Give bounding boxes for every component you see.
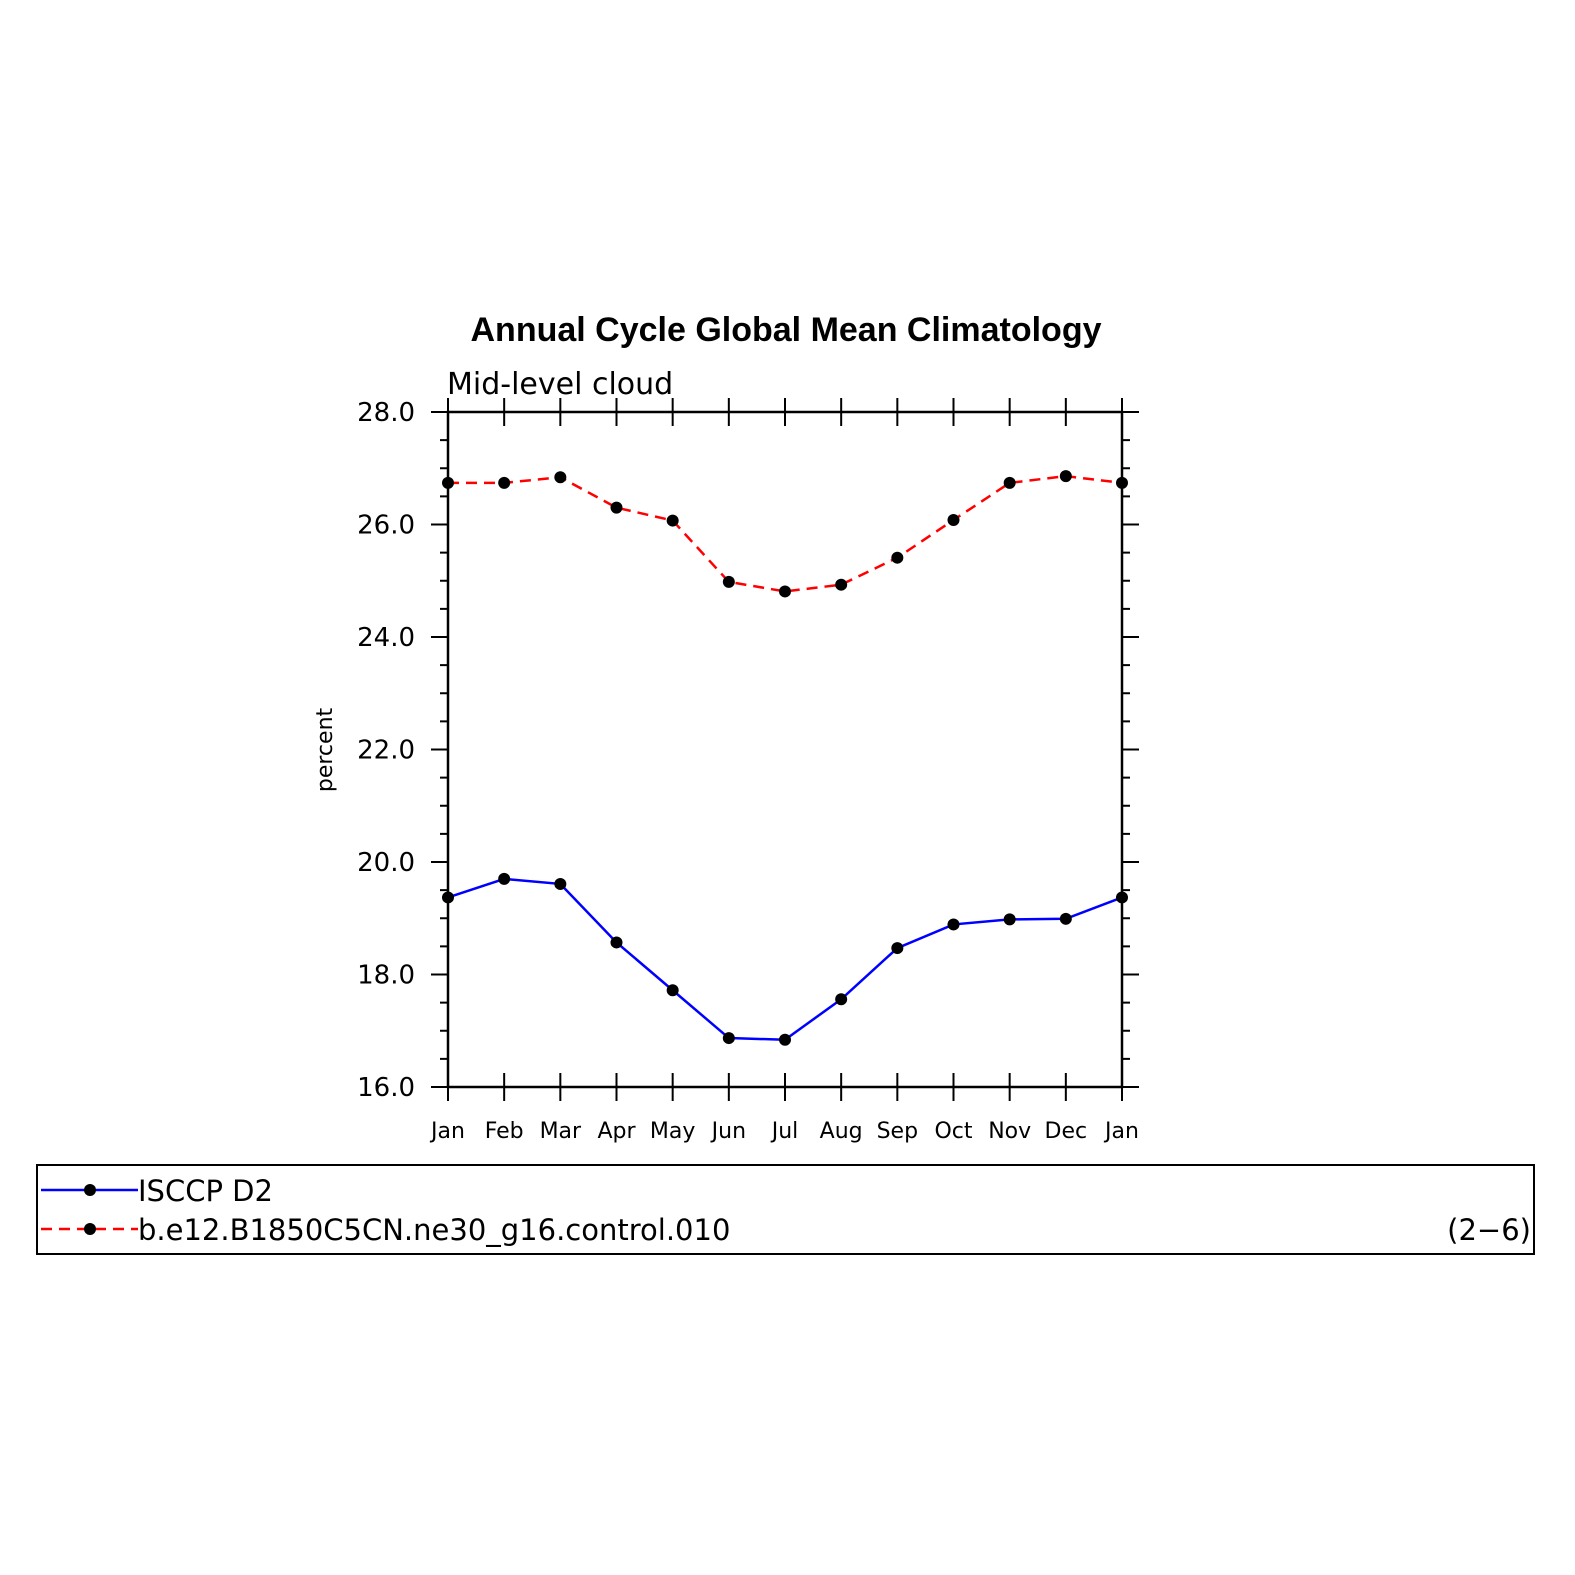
y-tick-labels: 16.0 18.0 20.0 22.0 24.0 26.0 28.0 [357,398,415,1103]
data-point [610,501,623,514]
data-point [947,918,960,931]
series-2 [442,470,1128,598]
legend-note: (2−6) [1447,1213,1531,1247]
data-point [891,942,904,955]
legend-entry-1: ISCCP D2 [41,1174,273,1208]
data-point [554,877,567,890]
series-line-1 [447,877,1123,1042]
x-tick-label: Aug [820,1119,863,1144]
legend-label-2: b.e12.B1850C5CN.ne30_g16.control.010 [138,1213,730,1247]
data-point [442,891,454,904]
data-point [1059,912,1072,925]
data-point [722,1032,735,1045]
data-point [498,476,511,489]
x-tick-label: May [650,1119,695,1144]
legend-box [36,1164,1535,1255]
y-tick-label: 16.0 [357,1073,415,1103]
data-point [610,936,623,949]
chart-title: Annual Cycle Global Mean Climatology [471,311,1102,349]
data-point [498,872,511,885]
data-point [442,476,454,489]
x-tick-labels: Jan Feb Mar Apr May Jun Jul Aug Sep Oct Nov Dec Jan [429,1119,1139,1144]
legend-entry-2: b.e12.B1850C5CN.ne30_g16.control.010 [41,1213,730,1247]
plot-axes [431,398,1139,1101]
legend: ISCCP D2 b.e12.B1850C5CN.ne30_g16.contro… [36,1164,1535,1255]
legend-marker-1 [84,1184,96,1196]
series-1 [442,872,1128,1046]
x-tick-label: Jan [1103,1119,1139,1144]
x-tick-label: Feb [485,1119,524,1144]
data-point [722,575,735,588]
legend-label-1: ISCCP D2 [138,1174,273,1208]
data-point [1059,470,1072,483]
y-axis-label: percent [313,707,338,792]
data-point [891,551,904,564]
data-point [1003,913,1016,926]
x-tick-label: Jul [770,1119,799,1144]
y-tick-label: 18.0 [357,961,415,991]
series-layer [442,470,1128,1046]
data-point [779,585,791,598]
series-line-2 [448,474,1123,593]
x-tick-label: Nov [988,1119,1031,1144]
y-tick-label: 20.0 [357,848,415,878]
x-tick-label: Sep [877,1119,918,1144]
data-point [666,984,679,997]
plot-frame [446,410,1124,1089]
x-tick-label: Jan [429,1119,465,1144]
x-tick-label: Apr [597,1119,636,1144]
data-point [947,514,960,526]
data-point [779,1033,791,1046]
data-point [835,578,848,591]
data-point [835,993,848,1006]
x-tick-label: Mar [540,1119,582,1144]
y-tick-label: 22.0 [357,736,415,766]
x-tick-label: Dec [1045,1119,1088,1144]
y-tick-label: 28.0 [357,398,415,428]
data-point [666,514,679,527]
data-point [1003,476,1016,489]
legend-marker-2 [84,1223,96,1235]
data-point [1116,476,1128,489]
x-tick-label: Oct [934,1119,972,1144]
data-point [554,471,567,484]
data-point [1116,891,1128,904]
x-tick-label: Jun [710,1119,746,1144]
y-tick-label: 26.0 [357,511,415,541]
chart-subtitle: Mid-level cloud [447,367,673,402]
y-tick-label: 24.0 [357,623,415,653]
